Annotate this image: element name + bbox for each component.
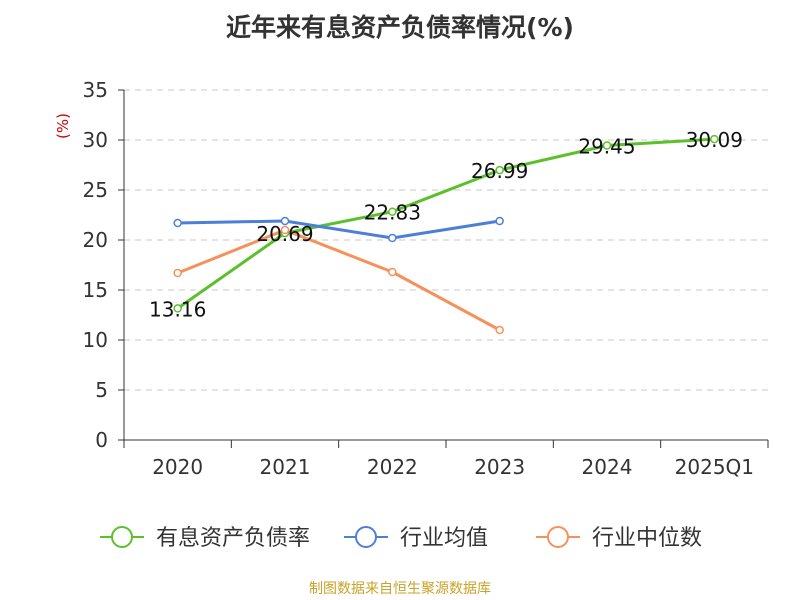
- data-point: [388, 207, 397, 216]
- data-point: [173, 218, 182, 228]
- chart-title: 近年来有息资产负债率情况(%): [226, 13, 574, 42]
- series-line: [177, 219, 500, 240]
- x-tick-label: 2025Q1: [675, 455, 754, 479]
- legend-label: 行业均值: [400, 526, 488, 551]
- y-tick-label: 0: [95, 428, 108, 452]
- data-point: [388, 267, 397, 277]
- x-tick-label: 2024: [582, 455, 633, 479]
- y-tick-label: 30: [83, 128, 108, 152]
- x-tick-label: 2021: [260, 455, 311, 479]
- y-tick-label: 15: [83, 278, 108, 302]
- data-point: [173, 304, 182, 313]
- data-label: 13.16: [149, 297, 206, 321]
- data-label: 29.45: [578, 135, 635, 159]
- legend-label: 行业中位数: [592, 526, 702, 551]
- x-tick-label: 2020: [152, 455, 203, 479]
- data-point: [388, 233, 397, 243]
- series-line: [177, 228, 501, 332]
- data-point: [173, 268, 182, 278]
- legend-swatch-marker: [355, 526, 377, 548]
- data-point: [495, 216, 504, 226]
- x-tick-label: 2022: [367, 455, 418, 479]
- legend-swatch-marker: [547, 526, 569, 548]
- data-point: [495, 325, 504, 335]
- y-tick-label: 10: [83, 328, 108, 352]
- legend-label: 有息资产负债率: [156, 526, 310, 551]
- data-point: [280, 225, 290, 235]
- y-axis-label: (%): [54, 113, 72, 139]
- series-line: [176, 137, 715, 310]
- y-tick-label: 5: [95, 378, 108, 402]
- data-label: 22.83: [364, 201, 421, 225]
- data-point: [602, 141, 612, 150]
- data-point: [495, 165, 504, 175]
- data-point: [280, 216, 290, 226]
- data-label: 30.09: [686, 128, 743, 152]
- data-label: 20.69: [256, 222, 313, 246]
- data-label: 26.99: [471, 159, 528, 183]
- data-point: [710, 134, 719, 144]
- y-tick-label: 25: [83, 178, 108, 202]
- legend-swatch-marker: [111, 526, 133, 548]
- x-tick-label: 2023: [474, 455, 525, 479]
- y-tick-label: 35: [83, 78, 108, 102]
- source-note: 制图数据来自恒生聚源数据库: [309, 581, 491, 597]
- y-tick-label: 20: [83, 228, 108, 252]
